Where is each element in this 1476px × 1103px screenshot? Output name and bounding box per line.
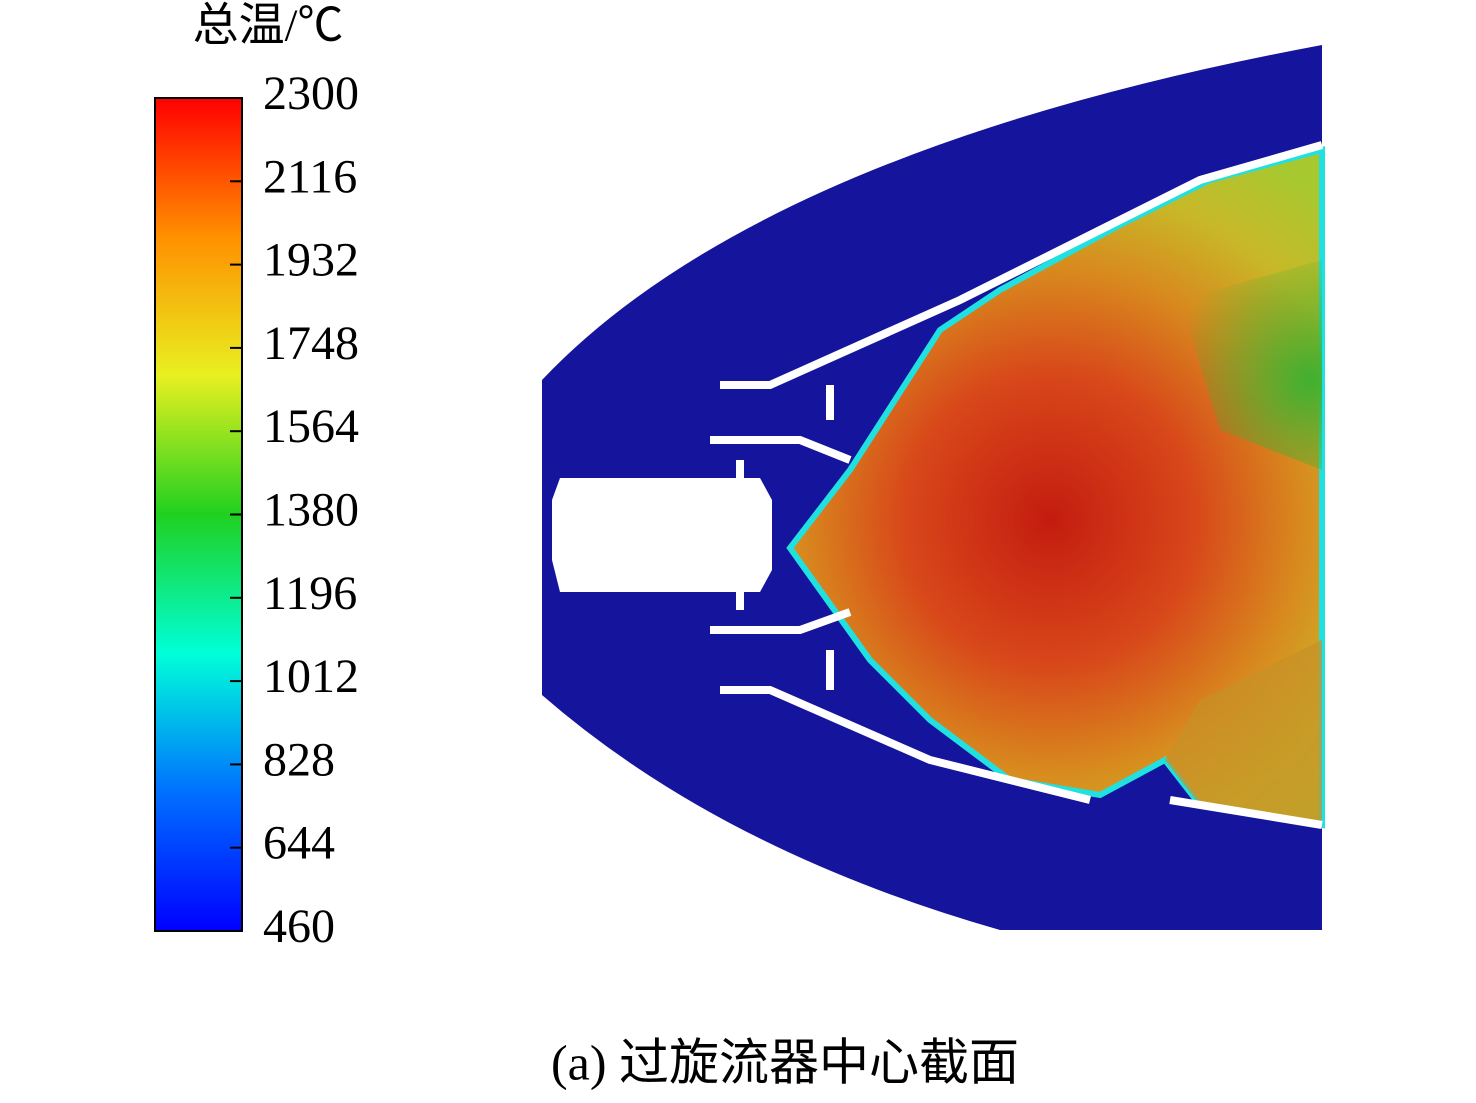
colorbar-tick-label: 1012 xyxy=(263,650,359,703)
colorbar-tick-label: 2300 xyxy=(263,67,359,120)
colorbar-gradient xyxy=(154,97,243,932)
colorbar-title: 总温/℃ xyxy=(193,0,344,51)
colorbar-tick-label: 2116 xyxy=(263,150,357,203)
colorbar-tick-label: 828 xyxy=(263,733,335,786)
colorbar-tick-label: 644 xyxy=(263,817,335,870)
cool-core xyxy=(1180,260,1322,470)
colorbar-tick-label: 1748 xyxy=(263,317,359,370)
colorbar-tick-label: 1932 xyxy=(263,234,359,287)
colorbar: 2300 2116 1932 1748 1564 1380 1196 1012 828 644 46… xyxy=(154,67,359,953)
temperature-field xyxy=(542,45,1325,930)
colorbar-tick-label: 1564 xyxy=(263,400,359,453)
lower-flame xyxy=(1165,640,1322,825)
liner-walls xyxy=(710,141,1324,829)
caption: (a) 过旋流器中心截面 xyxy=(551,1034,1019,1090)
injector xyxy=(552,478,772,592)
colorbar-tick-label: 460 xyxy=(263,900,335,953)
colorbar-tick-label: 1196 xyxy=(263,567,357,620)
colorbar-tick-label: 1380 xyxy=(263,484,359,537)
